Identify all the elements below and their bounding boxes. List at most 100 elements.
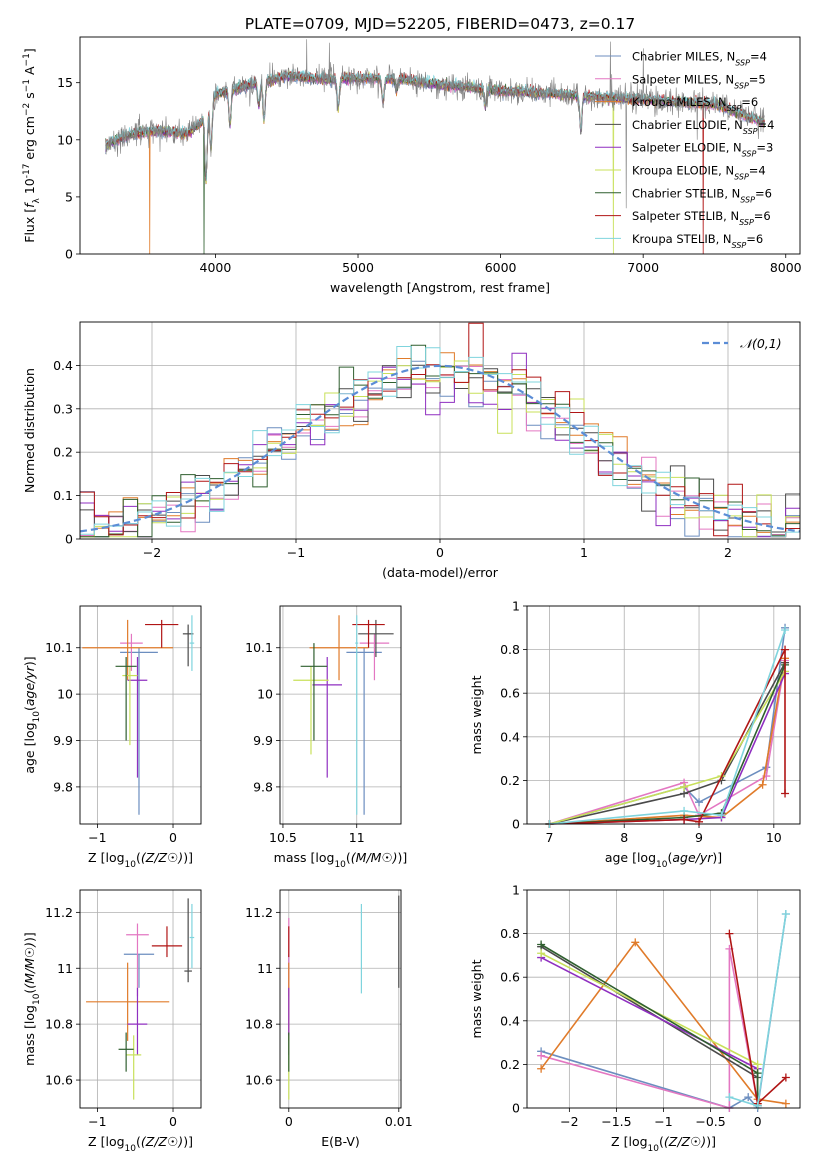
spectrum-y-tick-label: 5 xyxy=(65,189,73,204)
spectrum-y-tick-label: 10 xyxy=(57,132,73,147)
massweight-vs-Z-x-tick-label: −1 xyxy=(654,1114,672,1129)
massweight-vs-Z-marker xyxy=(781,909,790,918)
age-vs-mass-y-tick-label: 9.8 xyxy=(253,779,273,794)
massweight-vs-Z-marker xyxy=(753,1101,762,1110)
massweight-vs-age-marker xyxy=(717,811,726,820)
mass-vs-EBV-y-tick-label: 10.8 xyxy=(245,1017,273,1032)
mass-vs-EBV-y-tick-label: 11.2 xyxy=(245,905,273,920)
massweight-vs-age-marker xyxy=(680,815,689,824)
mass-vs-EBV-axes: 0 0.01 10.6 10.8 11 11.2 xyxy=(245,890,413,1129)
mass-vs-EBV-frame xyxy=(279,889,402,1109)
legend-label: Kroupa STELIB, NSSP=6 xyxy=(632,232,763,250)
legend-label: Salpeter MILES, NSSP=5 xyxy=(632,72,766,90)
spectrum-x-tick-label: 8000 xyxy=(770,260,802,275)
residuals-y-tick-label: 0 xyxy=(65,532,73,547)
massweight-vs-Z-marker xyxy=(753,1060,762,1069)
mass-vs-EBV-y-tick-label: 11 xyxy=(257,961,273,976)
residuals-x-tick-label: 2 xyxy=(724,545,732,560)
mass-vs-Z-frame xyxy=(79,889,202,1109)
spectrum-xlabel: wavelength [Angstrom, rest frame] xyxy=(330,280,550,295)
age-vs-Z-frame xyxy=(79,605,202,825)
residuals-x-tick-label: 1 xyxy=(580,545,588,560)
residuals-y-tick-label: 0.3 xyxy=(53,401,73,416)
legend-label: Chabrier MILES, NSSP=4 xyxy=(632,50,767,68)
massweight-vs-age-x-tick-label: 9 xyxy=(695,830,703,845)
massweight-vs-Z-xlabel: Z [log10((Z/Z☉))] xyxy=(611,1134,716,1154)
massweight-vs-age-y-tick-label: 0.2 xyxy=(500,773,520,788)
residuals-histogram-step xyxy=(80,364,800,538)
normal-legend-label: 𝒩(0,1) xyxy=(740,336,782,351)
massweight-vs-Z-series-line xyxy=(540,940,787,1105)
residuals-y-tick-label: 0.4 xyxy=(53,358,73,373)
mass-vs-Z-axes: −1 0 10.6 10.8 11 11.2 xyxy=(45,890,201,1129)
massweight-vs-Z-y-tick-label: 0 xyxy=(512,1101,520,1116)
massweight-vs-age-y-tick-label: 0.6 xyxy=(500,686,520,701)
age-vs-mass-frame xyxy=(279,605,402,825)
mass-vs-EBV-xlabel: E(B-V) xyxy=(321,1134,360,1149)
mass-vs-EBV-x-tick-label: 0 xyxy=(285,1114,293,1129)
mass-vs-EBV-y-tick-label: 10.6 xyxy=(245,1073,273,1088)
massweight-vs-age-y-tick-label: 1 xyxy=(512,599,520,614)
massweight-vs-Z-ylabel: mass weight xyxy=(469,959,484,1038)
mass-vs-Z-x-tick-label: −1 xyxy=(88,1114,106,1129)
massweight-vs-Z-frame xyxy=(526,889,801,1109)
mass-vs-Z-x-tick-label: 0 xyxy=(169,1114,177,1129)
massweight-vs-Z-y-tick-label: 0.4 xyxy=(500,1013,520,1028)
massweight-vs-Z-marker xyxy=(537,1051,546,1060)
massweight-vs-age-ylabel: mass weight xyxy=(469,675,484,754)
massweight-vs-age-series-line xyxy=(549,629,786,825)
spectrum-data-line xyxy=(105,39,765,209)
massweight-vs-Z-y-tick-label: 1 xyxy=(512,883,520,898)
massweight-vs-age-y-tick-label: 0.4 xyxy=(500,729,520,744)
age-vs-Z-errorbars xyxy=(82,615,195,815)
spectrum-ylabel: Flux [fλ 10-17 erg cm−2 s−1 A−1] xyxy=(22,48,42,242)
residuals-ylabel: Normed distribution xyxy=(22,368,37,493)
spectrum-x-tick-label: 4000 xyxy=(200,260,232,275)
massweight-vs-Z-y-tick-label: 0.8 xyxy=(500,926,520,941)
massweight-vs-age-x-tick-label: 10 xyxy=(766,830,782,845)
legend-label: Kroupa MILES, NSSP=6 xyxy=(632,95,758,113)
figure-title: PLATE=0709, MJD=52205, FIBERID=0473, z=0… xyxy=(245,15,635,33)
mass-vs-Z-xlabel: Z [log10((Z/Z☉))] xyxy=(88,1134,193,1154)
spectrum-y-tick-label: 0 xyxy=(65,247,73,262)
massweight-vs-age-marker xyxy=(781,645,790,654)
spectrum-x-tick-label: 7000 xyxy=(627,260,659,275)
age-vs-mass-y-tick-label: 10.1 xyxy=(245,640,273,655)
residuals-x-tick-label: −2 xyxy=(143,545,161,560)
massweight-vs-Z-x-tick-label: 0 xyxy=(754,1114,762,1129)
age-vs-Z-axes: −1 0 9.8 9.9 10 10.1 xyxy=(45,606,201,845)
spectrum-axes: 4000 5000 6000 7000 8000 0 5 10 15 xyxy=(57,75,802,275)
age-vs-mass-x-tick-label: 11 xyxy=(349,830,365,845)
mass-vs-Z-ylabel: mass [log10((M/M☉))] xyxy=(22,932,42,1066)
residuals-histograms xyxy=(80,322,800,538)
massweight-vs-Z-marker xyxy=(753,1069,762,1078)
massweight-vs-age-marker xyxy=(781,625,790,634)
residuals-y-tick-label: 0.1 xyxy=(53,488,73,503)
massweight-vs-age-x-tick-label: 8 xyxy=(620,830,628,845)
mass-vs-EBV-errorbars xyxy=(288,895,400,1100)
spectrum-frame xyxy=(79,36,801,255)
massweight-vs-Z-marker xyxy=(744,1093,753,1102)
massweight-vs-age-marker xyxy=(680,782,689,791)
age-vs-Z-xlabel: Z [log10((Z/Z☉))] xyxy=(88,850,193,870)
massweight-vs-Z-series-line xyxy=(540,948,759,1110)
age-vs-mass-y-tick-label: 10 xyxy=(257,687,273,702)
legend-label: Chabrier STELIB, NSSP=6 xyxy=(632,186,772,204)
age-vs-Z-ylabel: age [log10(age/yr)] xyxy=(22,656,42,773)
spectrum-x-tick-label: 5000 xyxy=(342,260,374,275)
age-vs-mass-errorbars xyxy=(293,615,394,815)
age-vs-Z-x-tick-label: −1 xyxy=(88,830,106,845)
massweight-vs-Z-marker xyxy=(725,929,734,938)
massweight-vs-Z-x-tick-label: −1.5 xyxy=(601,1114,631,1129)
massweight-vs-age-marker xyxy=(758,780,767,789)
age-vs-mass-x-tick-label: 10.5 xyxy=(269,830,297,845)
residuals-x-tick-label: 0 xyxy=(436,545,444,560)
massweight-vs-age-y-tick-label: 0 xyxy=(512,817,520,832)
massweight-vs-Z-marker xyxy=(781,1073,790,1082)
massweight-vs-Z-marker xyxy=(631,938,640,947)
massweight-vs-age-marker xyxy=(680,806,689,815)
mass-vs-Z-y-tick-label: 10.6 xyxy=(45,1073,73,1088)
massweight-vs-Z-x-tick-label: −2 xyxy=(560,1114,578,1129)
